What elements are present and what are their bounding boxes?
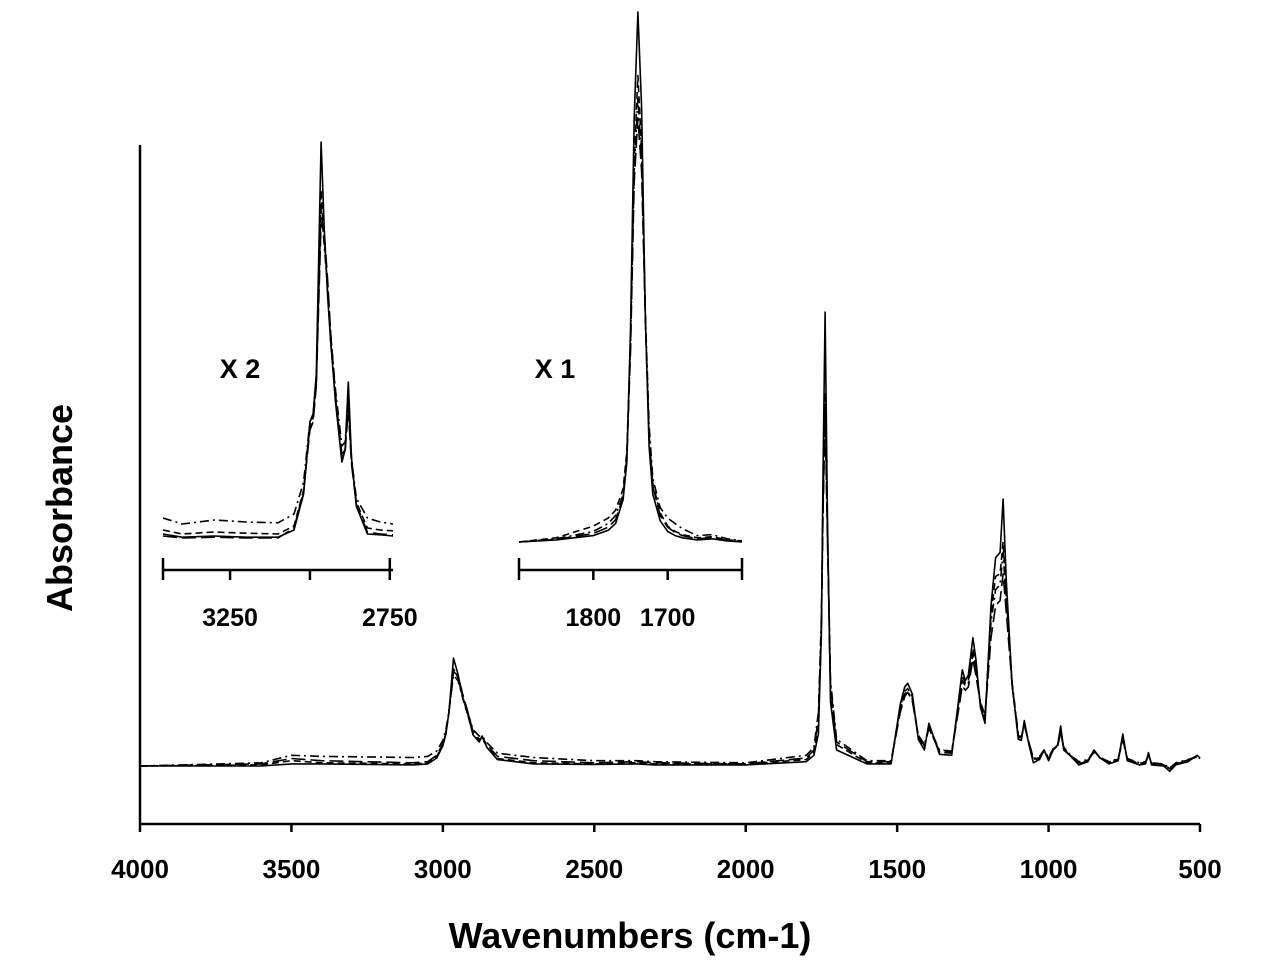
inset-2-series-line-4	[518, 117, 743, 543]
inset-1-scale-label: X 2	[220, 354, 261, 384]
inset-carbonyl-stretch: 1800 1700 X 1	[517, 11, 744, 632]
main-series-line-3	[139, 402, 1201, 769]
inset-2-scale-label: X 1	[535, 354, 576, 384]
x-tick-label-500: 500	[1178, 854, 1221, 884]
inset-2-tick-label-1700: 1700	[640, 604, 696, 632]
x-axis-ticks: 4000 3500 3000 2500 2000 1500 1000 500	[111, 824, 1222, 884]
x-tick-label-2500: 2500	[565, 854, 623, 884]
x-axis-title: Wavenumbers (cm-1)	[449, 915, 812, 956]
inset-1-tick-label-2750: 2750	[362, 604, 418, 632]
x-tick-label-4000: 4000	[111, 854, 169, 884]
inset-2-series-line-1	[518, 11, 743, 543]
main-series-line-2	[139, 391, 1201, 770]
inset-1-series-line-4	[162, 221, 394, 539]
main-series-line-4	[139, 412, 1201, 770]
x-tick-label-1000: 1000	[1020, 854, 1078, 884]
inset-1-series-line-1	[162, 141, 394, 538]
inset-2-series-line-3	[518, 96, 743, 543]
inset-1-series-line-2	[162, 189, 394, 535]
y-axis-title: Absorbance	[39, 404, 80, 612]
x-tick-label-2000: 2000	[717, 854, 775, 884]
inset-1-tick-label-3250: 3250	[202, 604, 258, 632]
inset-2-tick-label-1800: 1800	[566, 604, 622, 632]
x-tick-label-3000: 3000	[414, 854, 472, 884]
inset-ch-stretch: 3250 2750 X 2	[161, 141, 418, 632]
x-tick-label-1500: 1500	[868, 854, 926, 884]
inset-1-series-line-3	[162, 205, 394, 525]
x-tick-label-3500: 3500	[263, 854, 321, 884]
main-series-line-1	[140, 311, 1201, 773]
main-spectrum-series	[139, 311, 1201, 773]
